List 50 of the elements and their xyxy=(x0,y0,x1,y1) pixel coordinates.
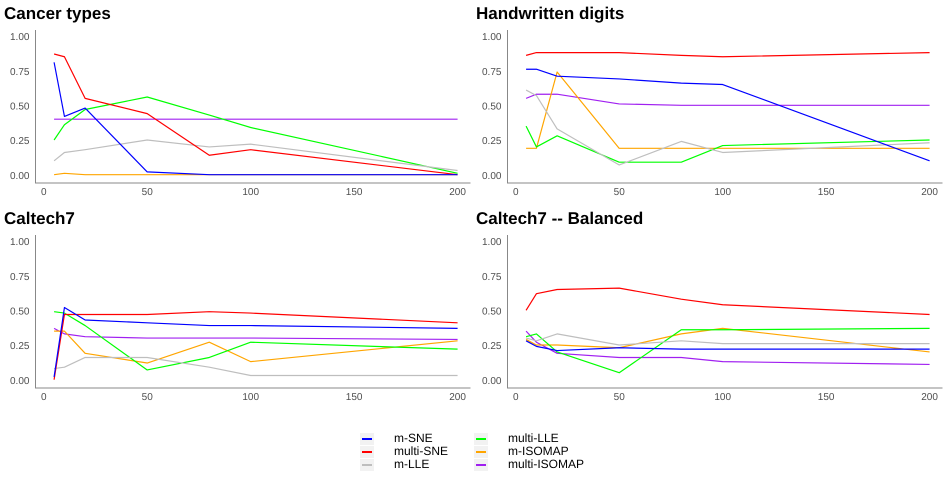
y-tick-label: 0.00 xyxy=(482,170,502,182)
y-tick-label: 0.00 xyxy=(482,376,502,387)
y-tick-label: 1.00 xyxy=(10,32,30,44)
x-tick-label: 200 xyxy=(449,392,466,403)
x-tick-label: 200 xyxy=(449,186,466,198)
x-tick-label: 200 xyxy=(921,186,938,198)
x-tick-label: 150 xyxy=(818,186,835,198)
y-tick-label: 0.50 xyxy=(482,306,502,318)
y-tick-label: 0.50 xyxy=(10,101,30,112)
legend-label: m-ISOMAP xyxy=(508,444,569,458)
y-tick-label: 0.25 xyxy=(10,136,30,148)
y-tick-label: 0.75 xyxy=(482,66,502,78)
x-tick-label: 50 xyxy=(142,186,154,198)
x-tick-label: 150 xyxy=(346,186,363,198)
y-tick-label: 0.25 xyxy=(482,341,502,352)
x-tick-label: 0 xyxy=(40,186,47,198)
chart-title: Caltech7 -- Balanced xyxy=(476,208,644,228)
x-tick-label: 150 xyxy=(346,392,363,403)
y-tick-label: 0.25 xyxy=(10,341,30,352)
x-tick-label: 100 xyxy=(714,186,732,198)
chart-title: Cancer types xyxy=(4,4,111,23)
x-tick-label: 50 xyxy=(614,392,626,403)
y-tick-label: 1.00 xyxy=(482,237,502,248)
x-tick-label: 50 xyxy=(614,186,626,198)
chart-title: Handwritten digits xyxy=(476,4,624,23)
x-tick-label: 200 xyxy=(921,392,938,403)
x-tick-label: 100 xyxy=(242,186,260,198)
x-tick-label: 0 xyxy=(512,186,519,198)
y-tick-label: 0.00 xyxy=(10,376,30,387)
legend-label: multi-LLE xyxy=(508,431,559,445)
y-tick-label: 0.75 xyxy=(10,272,30,283)
y-tick-label: 0.00 xyxy=(10,170,30,182)
x-tick-label: 50 xyxy=(142,392,154,403)
y-tick-label: 0.50 xyxy=(482,101,502,112)
y-tick-label: 0.25 xyxy=(482,136,502,148)
y-tick-label: 1.00 xyxy=(10,237,30,248)
y-tick-label: 0.75 xyxy=(482,272,502,283)
y-tick-label: 0.75 xyxy=(10,66,30,78)
legend-label: m-LLE xyxy=(394,457,430,471)
x-tick-label: 0 xyxy=(512,392,519,403)
legend-label: m-SNE xyxy=(394,431,433,445)
legend-label: multi-SNE xyxy=(394,444,448,458)
y-tick-label: 0.50 xyxy=(10,306,30,318)
x-tick-label: 100 xyxy=(242,392,260,403)
chart-title: Caltech7 xyxy=(4,208,75,228)
legend-label: multi-ISOMAP xyxy=(508,457,584,471)
x-tick-label: 100 xyxy=(714,392,732,403)
y-tick-label: 1.00 xyxy=(482,32,502,44)
x-tick-label: 0 xyxy=(40,392,47,403)
x-tick-label: 150 xyxy=(818,392,835,403)
